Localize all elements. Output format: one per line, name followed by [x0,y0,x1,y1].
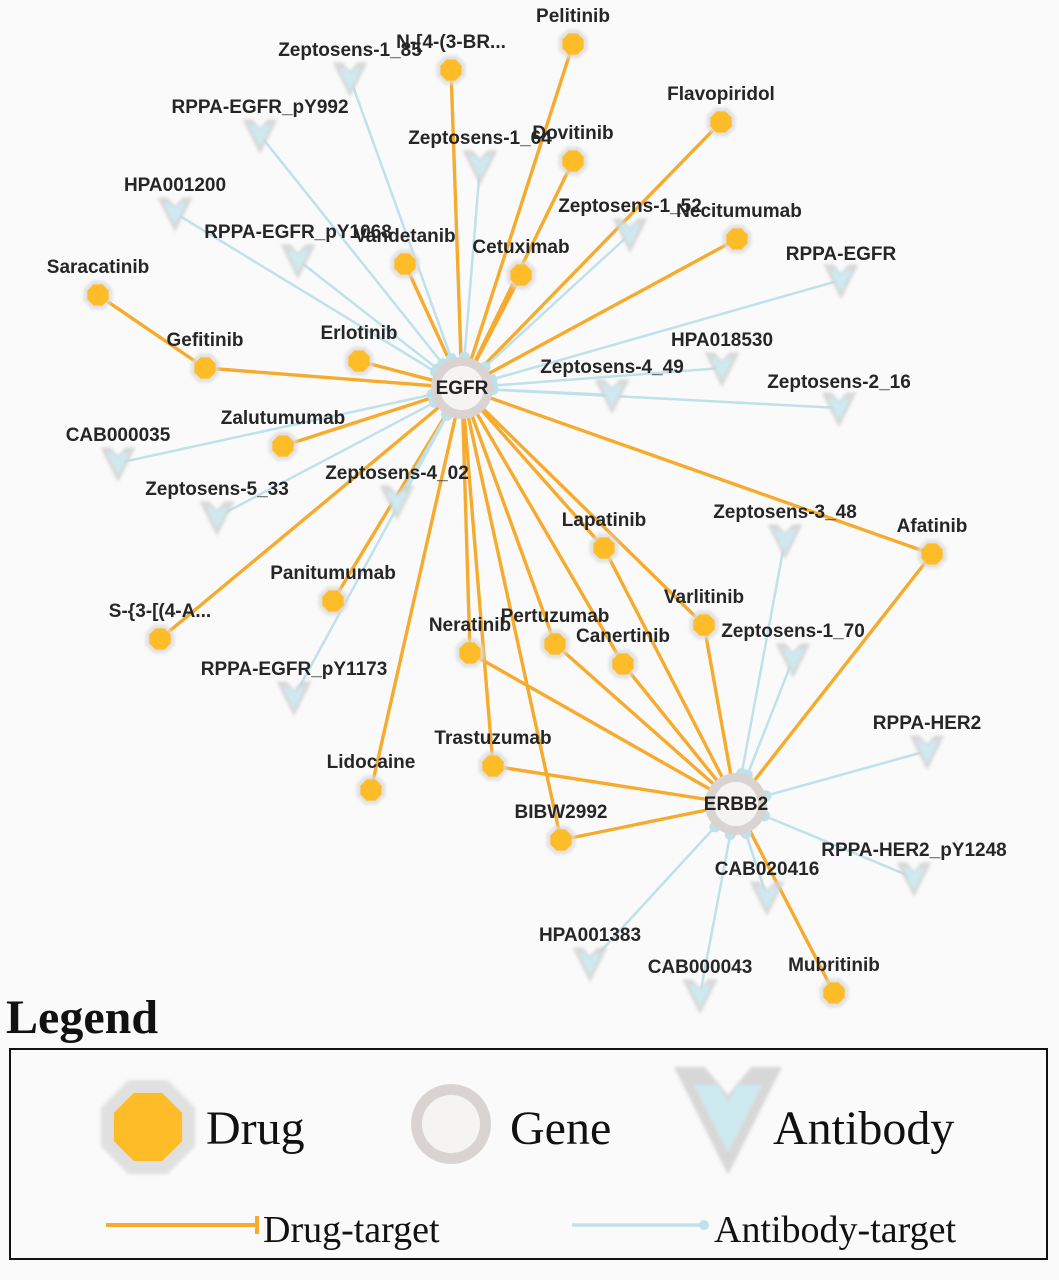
svg-text:S-{3-[(4-A...: S-{3-[(4-A... [109,601,211,622]
svg-text:RPPA-EGFR: RPPA-EGFR [786,244,897,265]
svg-text:CAB000043: CAB000043 [648,957,753,978]
svg-text:Afatinib: Afatinib [897,516,968,537]
svg-text:RPPA-EGFR_pY992: RPPA-EGFR_pY992 [171,97,348,118]
svg-text:HPA001383: HPA001383 [539,925,641,946]
svg-text:Lidocaine: Lidocaine [327,752,416,773]
svg-text:Flavopiridol: Flavopiridol [667,84,775,105]
svg-text:Gefitinib: Gefitinib [166,330,243,351]
svg-text:BIBW2992: BIBW2992 [515,802,608,823]
svg-text:Gene: Gene [510,1102,611,1155]
svg-text:Varlitinib: Varlitinib [664,587,744,608]
svg-text:Cetuximab: Cetuximab [472,237,569,258]
svg-text:RPPA-EGFR_pY1173: RPPA-EGFR_pY1173 [201,659,388,680]
svg-text:RPPA-HER2: RPPA-HER2 [873,713,981,734]
svg-text:Neratinib: Neratinib [429,615,511,636]
svg-text:Panitumumab: Panitumumab [270,563,396,584]
svg-text:Saracatinib: Saracatinib [47,257,149,278]
svg-text:CAB000035: CAB000035 [66,425,171,446]
svg-text:Zeptosens-1_85: Zeptosens-1_85 [278,40,422,61]
svg-text:Zeptosens-2_16: Zeptosens-2_16 [767,372,911,393]
svg-text:Drug: Drug [206,1102,305,1155]
svg-text:Zeptosens-1_70: Zeptosens-1_70 [721,621,865,642]
svg-text:Zeptosens-4_02: Zeptosens-4_02 [325,463,469,484]
svg-text:Trastuzumab: Trastuzumab [434,728,551,749]
svg-text:Drug-target: Drug-target [263,1209,440,1251]
svg-text:Erlotinib: Erlotinib [320,323,397,344]
svg-text:Antibody: Antibody [773,1102,954,1155]
svg-text:ERBB2: ERBB2 [704,794,768,815]
svg-text:Lapatinib: Lapatinib [562,510,646,531]
svg-text:Pertuzumab: Pertuzumab [501,606,610,627]
svg-text:Zeptosens-1_52: Zeptosens-1_52 [558,196,702,217]
svg-text:Pelitinib: Pelitinib [536,6,610,27]
svg-text:HPA001200: HPA001200 [124,175,226,196]
svg-text:Zeptosens-1_64: Zeptosens-1_64 [408,128,552,149]
svg-text:Zeptosens-3_48: Zeptosens-3_48 [713,502,857,523]
svg-text:Antibody-target: Antibody-target [714,1209,956,1251]
svg-text:Zeptosens-4_49: Zeptosens-4_49 [540,357,684,378]
svg-text:Mubritinib: Mubritinib [788,955,880,976]
svg-text:Zalutumumab: Zalutumumab [221,408,346,429]
svg-text:RPPA-EGFR_pY1068: RPPA-EGFR_pY1068 [204,222,392,243]
svg-text:Zeptosens-5_33: Zeptosens-5_33 [145,479,289,500]
svg-text:RPPA-HER2_pY1248: RPPA-HER2_pY1248 [821,840,1007,861]
svg-text:EGFR: EGFR [436,378,489,399]
svg-text:CAB020416: CAB020416 [715,859,820,880]
svg-text:Canertinib: Canertinib [576,626,670,647]
svg-text:HPA018530: HPA018530 [671,330,773,351]
